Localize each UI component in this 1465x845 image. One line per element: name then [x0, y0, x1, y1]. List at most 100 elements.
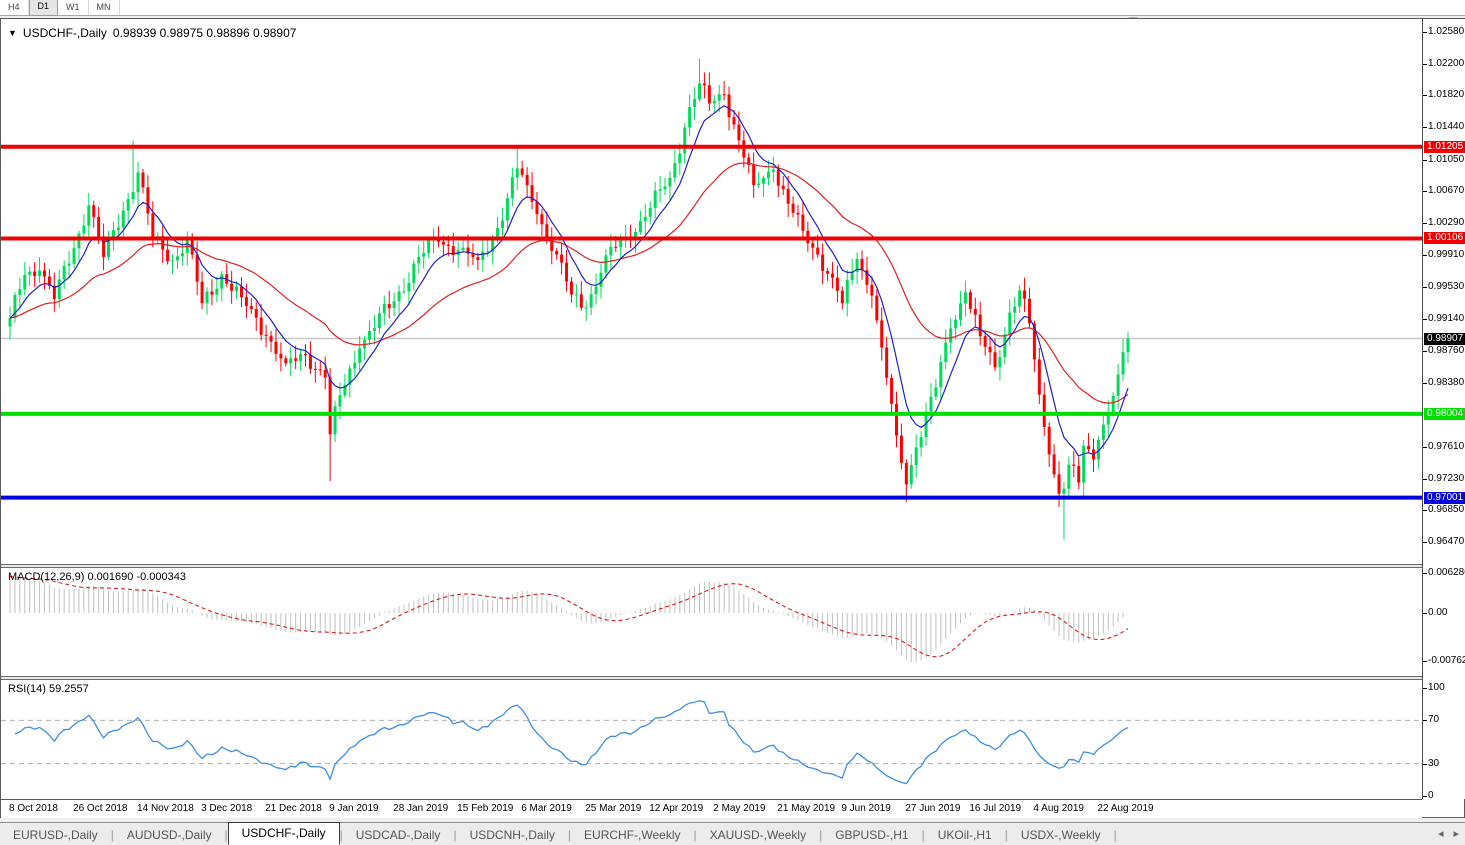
axis-tick-mark [1423, 541, 1427, 543]
candle-body [461, 247, 465, 251]
macd-scale-label: -0.00762 [1428, 655, 1465, 667]
candle-body [766, 171, 770, 179]
candle-body [1077, 465, 1081, 483]
candle-body [318, 369, 322, 371]
candle-body [983, 336, 987, 347]
candle-body [1027, 298, 1031, 324]
candle-body [42, 270, 46, 277]
price-tick-label: 0.96470 [1428, 535, 1465, 547]
date-tick-label: 12 Apr 2019 [649, 803, 704, 814]
chart-tab-usdcad-daily[interactable]: USDCAD-,Daily [355, 828, 441, 842]
candle-body [92, 205, 96, 217]
chart-tab-ukoil-h1[interactable]: UKOil-,H1 [937, 828, 992, 842]
time-axis[interactable]: 8 Oct 2018 26 Oct 2018 14 Nov 2018 3 Dec 20… [1, 799, 1422, 818]
price-level-badge: 0.97001 [1424, 491, 1465, 504]
candle-body [244, 297, 248, 306]
candle-body [658, 189, 662, 191]
axis-tick-mark [1423, 661, 1427, 663]
axis-tick-mark [1423, 159, 1427, 161]
main-chart-canvas[interactable] [1, 19, 1422, 564]
price-tick-label: 1.02200 [1428, 57, 1465, 69]
price-tick-label: 0.97230 [1428, 472, 1465, 484]
timeframe-toolbar: H4 D1 W1 MN [0, 0, 1465, 16]
candle-body [949, 328, 953, 343]
macd-panel-canvas[interactable] [1, 568, 1422, 676]
fast-ma-line [9, 105, 1129, 457]
candle-body [1018, 290, 1022, 307]
axis-tick-mark [1423, 319, 1427, 321]
date-tick-label: 26 Oct 2018 [73, 803, 128, 814]
rsi-panel-canvas[interactable] [1, 680, 1422, 800]
axis-tick-mark [1423, 286, 1427, 288]
candle-body [264, 334, 268, 336]
candle-body [372, 328, 376, 331]
price-axis[interactable]: 1.02580 1.02200 1.01820 1.01440 1.01050 1.006… [1422, 19, 1465, 801]
candle-body [210, 291, 214, 295]
candle-body [693, 98, 697, 108]
candle-body [747, 157, 751, 165]
chart-tab-gbpusd-h1[interactable]: GBPUSD-,H1 [835, 828, 909, 842]
axis-tick-mark [1423, 796, 1427, 797]
axis-tick-mark [1423, 720, 1427, 722]
timeframe-button-d1[interactable]: D1 [28, 0, 59, 16]
candle-body [294, 358, 298, 361]
candle-body [914, 447, 918, 466]
candle-body [151, 213, 155, 237]
tab-separator: | [567, 828, 572, 842]
candle-body [180, 253, 184, 257]
candle-body [668, 177, 672, 187]
candle-body [579, 294, 583, 308]
chart-tab-xauusd-weekly[interactable]: XAUUSD-,Weekly [709, 828, 807, 842]
axis-tick-mark [1423, 95, 1427, 97]
candle-body [13, 294, 17, 319]
candle-body [111, 230, 115, 238]
candle-body [589, 294, 593, 308]
candle-body [8, 318, 12, 327]
axis-tick-mark [1423, 510, 1427, 512]
candle-body [333, 406, 337, 435]
candle-body [954, 319, 958, 329]
candle-body [973, 308, 977, 315]
candle-body [496, 228, 500, 238]
chart-tab-eurchf-weekly[interactable]: EURCHF-,Weekly [584, 828, 681, 842]
candle-body [343, 384, 347, 396]
chart-tab-usdchf-daily[interactable]: USDCHF-,Daily [227, 822, 340, 845]
timeframe-button-mn[interactable]: MN [88, 0, 120, 15]
candle-body [323, 369, 327, 378]
price-level-badge: 1.00106 [1424, 232, 1465, 245]
panel-splitter[interactable] [1, 676, 1464, 680]
candle-body [239, 286, 243, 298]
tab-next-icon[interactable]: ▸ [1453, 828, 1459, 840]
candle-body [545, 224, 549, 239]
chart-dropdown-icon[interactable]: ▼ [8, 28, 17, 38]
tab-prev-icon[interactable]: ◂ [1437, 828, 1444, 840]
candle-body [407, 282, 411, 292]
timeframe-button-w1[interactable]: W1 [58, 0, 89, 15]
tab-separator: | [819, 828, 823, 842]
candle-body [205, 291, 209, 304]
price-level-badge: 0.98004 [1424, 407, 1465, 420]
candle-body [47, 276, 51, 286]
candle-body [875, 295, 879, 321]
candle-body [200, 281, 204, 304]
candle-body [1082, 445, 1086, 483]
candle-body [722, 94, 726, 96]
candle-body [594, 286, 598, 295]
panel-splitter[interactable] [1, 564, 1464, 568]
candle-body [904, 462, 908, 485]
price-tick-label: 1.01050 [1428, 153, 1465, 165]
candle-body [776, 169, 780, 186]
chart-tab-eurusd-daily[interactable]: EURUSD-,Daily [13, 828, 98, 842]
chart-tab-usdcnh-daily[interactable]: USDCNH-,Daily [469, 828, 555, 842]
candle-body [1116, 374, 1120, 396]
candle-body [1121, 352, 1125, 375]
chart-tab-usdx-weekly[interactable]: USDX-,Weekly [1020, 828, 1101, 842]
candle-body [619, 237, 623, 248]
chart-tab-audusd-daily[interactable]: AUDUSD-,Daily [126, 828, 212, 842]
candle-body [412, 263, 416, 283]
timeframe-button-h4[interactable]: H4 [0, 0, 29, 15]
candle-body [57, 279, 61, 300]
date-tick-label: 2 May 2019 [713, 803, 766, 814]
candle-body [97, 216, 101, 237]
candle-body [919, 437, 923, 448]
